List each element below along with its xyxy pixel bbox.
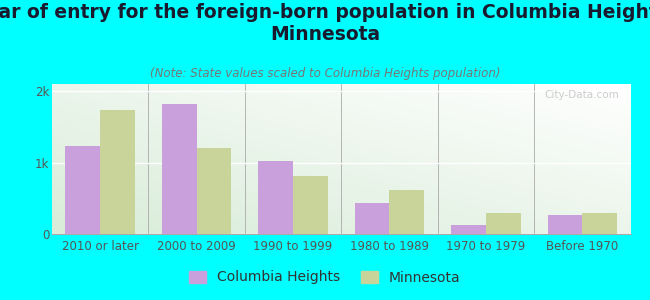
Text: Year of entry for the foreign-born population in Columbia Heights,
Minnesota: Year of entry for the foreign-born popul…	[0, 3, 650, 44]
Text: City-Data.com: City-Data.com	[544, 90, 619, 100]
Bar	[66, 146, 100, 234]
Bar	[162, 104, 196, 234]
Bar	[451, 225, 486, 234]
Bar	[293, 176, 328, 234]
Bar	[196, 148, 231, 234]
Bar	[547, 215, 582, 234]
Bar	[355, 203, 389, 234]
Bar	[100, 110, 135, 234]
Legend: Columbia Heights, Minnesota: Columbia Heights, Minnesota	[184, 265, 466, 290]
Bar	[389, 190, 424, 234]
Bar	[486, 213, 521, 234]
Text: (Note: State values scaled to Columbia Heights population): (Note: State values scaled to Columbia H…	[150, 68, 500, 80]
Bar	[258, 161, 293, 234]
Bar	[582, 213, 617, 234]
